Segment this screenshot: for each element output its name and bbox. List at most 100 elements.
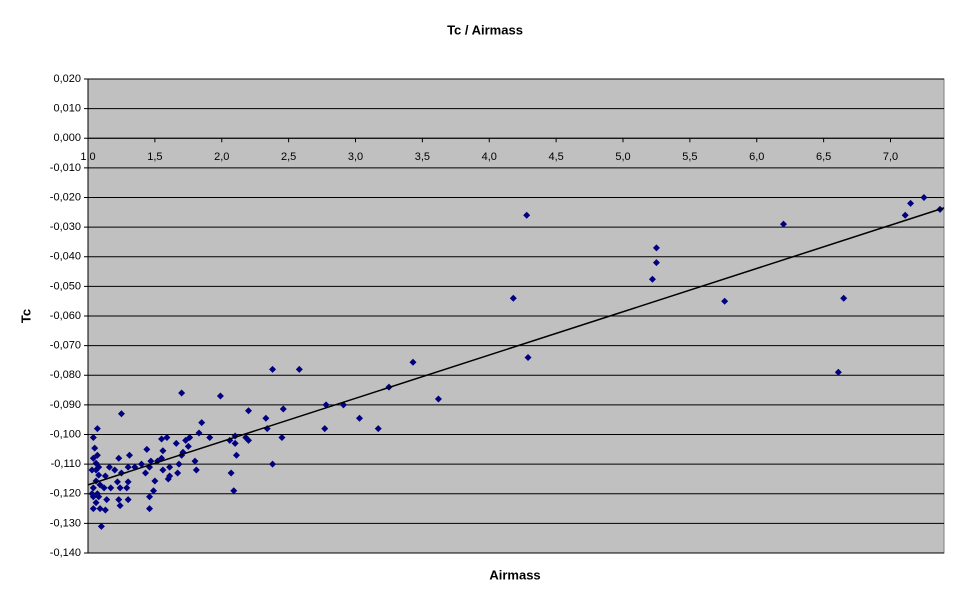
y-tick-label: -0,040 (50, 251, 81, 263)
data-point (115, 454, 123, 462)
data-point (245, 407, 252, 415)
data-point (166, 472, 174, 480)
data-point (174, 469, 182, 477)
data-point (166, 463, 174, 471)
data-point (107, 484, 115, 492)
data-point (648, 275, 656, 283)
data-point (409, 358, 417, 366)
data-point (227, 469, 235, 477)
data-point (91, 444, 99, 452)
data-point (374, 425, 382, 433)
data-point (524, 353, 532, 361)
data-point (150, 487, 158, 495)
data-point (89, 433, 97, 441)
x-tick-label: 7,0 (883, 151, 898, 163)
chart-title: Tc / Airmass (447, 22, 523, 37)
data-point (195, 429, 203, 437)
x-tick-label: 4,5 (548, 151, 563, 163)
y-tick-label: -0,130 (50, 517, 81, 529)
data-point (652, 244, 660, 252)
data-point (159, 447, 167, 455)
x-tick-label: 5,0 (615, 151, 630, 163)
data-point (232, 451, 240, 459)
y-tick-label: -0,110 (51, 458, 81, 470)
data-point (191, 457, 199, 465)
data-point (721, 297, 729, 305)
x-tick-label: 1,0 (80, 151, 95, 163)
data-point (523, 211, 531, 219)
y-tick-label: -0,100 (50, 428, 81, 440)
data-point (172, 439, 180, 447)
data-point (652, 259, 660, 267)
data-point (206, 433, 214, 441)
data-point (105, 463, 113, 471)
data-point (295, 365, 303, 373)
x-tick-label: 2,0 (214, 151, 229, 163)
y-tick-label: -0,140 (50, 547, 81, 559)
data-point (780, 220, 787, 228)
data-point (125, 451, 133, 459)
data-point (192, 466, 200, 474)
data-point (93, 451, 101, 459)
data-point (103, 496, 111, 504)
data-point (269, 460, 277, 468)
data-point (88, 466, 96, 474)
data-point (116, 502, 124, 510)
x-tick-label: 6,5 (816, 151, 831, 163)
y-tick-label: -0,090 (50, 399, 81, 411)
data-point (321, 425, 329, 433)
data-point (101, 472, 109, 480)
y-tick-label: -0,120 (50, 488, 81, 500)
data-point (111, 466, 119, 474)
data-point (245, 436, 252, 444)
y-tick-label: -0,010 (50, 162, 81, 174)
data-point (231, 439, 239, 447)
data-point (834, 368, 842, 376)
data-point (216, 392, 224, 400)
data-point (147, 457, 155, 465)
data-point (138, 460, 145, 468)
data-point (117, 410, 125, 418)
data-point (184, 442, 192, 450)
x-tick-label: 6,0 (749, 151, 764, 163)
data-point (89, 505, 97, 513)
x-tick-label: 4,0 (482, 151, 497, 163)
data-point (146, 505, 154, 513)
data-point (279, 405, 287, 413)
data-point (356, 414, 364, 422)
data-point (434, 395, 442, 403)
data-point (142, 469, 150, 477)
data-point (907, 199, 915, 207)
data-point (92, 499, 100, 507)
y-tick-label: 0,000 (53, 132, 81, 144)
data-point (115, 496, 123, 504)
x-tick-label: 5,5 (682, 151, 697, 163)
y-tick-label: -0,080 (50, 369, 81, 381)
data-point (89, 484, 97, 492)
y-tick-label: -0,030 (50, 221, 81, 233)
trendline (87, 207, 945, 486)
data-point (124, 463, 132, 471)
data-point (116, 484, 124, 492)
data-point (178, 389, 186, 397)
x-tick-label: 3,5 (415, 151, 430, 163)
data-point (163, 433, 171, 441)
data-point (901, 211, 909, 219)
data-point (101, 506, 109, 514)
data-point (158, 435, 166, 443)
y-tick-label: -0,050 (50, 280, 81, 292)
y-axis-label: Tc (18, 309, 33, 323)
data-point (88, 490, 96, 498)
data-point (96, 481, 104, 489)
y-tick-label: 0,010 (53, 103, 81, 115)
data-point (143, 445, 151, 453)
y-tick-label: -0,070 (50, 340, 81, 352)
data-point (151, 477, 159, 485)
data-point (95, 471, 103, 479)
y-tick-label: 0,020 (53, 73, 81, 85)
y-tick-label: -0,020 (50, 191, 81, 203)
x-tick-label: 1,5 (147, 151, 162, 163)
data-point (509, 294, 517, 302)
data-point (95, 493, 103, 501)
